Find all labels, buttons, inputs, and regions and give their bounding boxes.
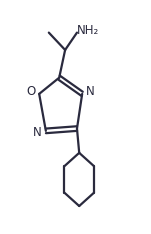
Text: N: N [86,85,95,98]
Text: N: N [33,125,42,139]
Text: O: O [26,85,36,98]
Text: NH₂: NH₂ [77,24,99,37]
